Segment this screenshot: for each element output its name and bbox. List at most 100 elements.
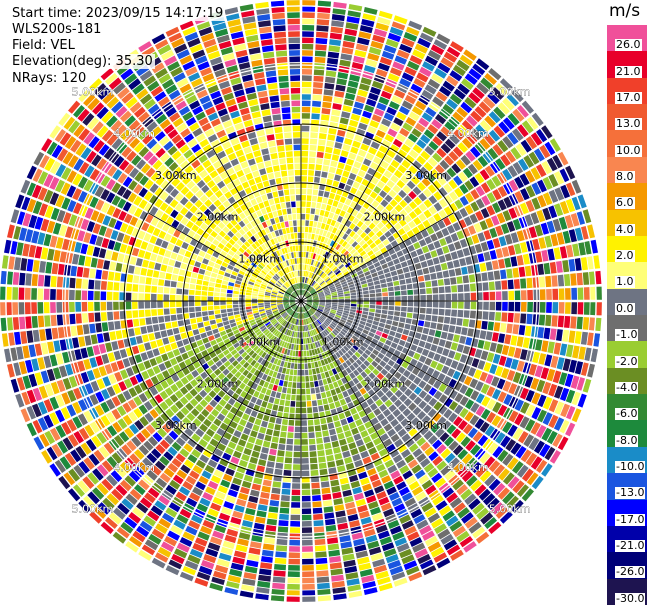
velocity-gate — [363, 235, 371, 242]
velocity-gate — [517, 464, 529, 478]
velocity-gate — [70, 449, 82, 463]
velocity-gate — [375, 150, 385, 159]
velocity-gate — [236, 424, 245, 433]
velocity-gate — [194, 537, 208, 547]
velocity-gate — [373, 408, 382, 416]
velocity-gate — [450, 360, 459, 370]
velocity-gate — [506, 370, 516, 381]
velocity-gate — [304, 292, 309, 297]
velocity-gate — [508, 179, 519, 192]
velocity-gate — [302, 332, 305, 338]
velocity-gate — [138, 479, 150, 491]
velocity-gate — [346, 507, 357, 516]
velocity-gate — [398, 255, 406, 263]
velocity-gate — [40, 342, 49, 355]
velocity-gate — [350, 306, 357, 310]
velocity-gate — [491, 87, 505, 100]
velocity-gate — [437, 279, 444, 286]
velocity-gate — [138, 392, 148, 403]
velocity-gate — [82, 324, 90, 335]
velocity-gate — [373, 186, 382, 194]
velocity-gate — [43, 173, 54, 188]
velocity-gate — [331, 291, 337, 295]
velocity-gate — [291, 331, 295, 337]
velocity-gate — [176, 340, 184, 348]
velocity-gate — [34, 372, 44, 386]
velocity-gate — [319, 332, 325, 339]
velocity-gate — [303, 283, 305, 289]
velocity-gate — [162, 257, 170, 265]
velocity-gate — [382, 239, 390, 246]
velocity-gate — [258, 274, 265, 279]
velocity-gate — [410, 508, 423, 519]
velocity-gate — [462, 275, 469, 284]
velocity-gate — [421, 415, 431, 425]
velocity-gate — [470, 390, 480, 401]
velocity-gate — [357, 247, 364, 254]
velocity-gate — [344, 303, 351, 306]
velocity-gate — [345, 228, 352, 235]
velocity-gate — [302, 69, 313, 75]
velocity-gate — [480, 182, 491, 194]
velocity-gate — [297, 313, 299, 319]
velocity-gate — [441, 365, 450, 375]
velocity-gate — [56, 379, 66, 393]
velocity-gate — [133, 449, 145, 460]
velocity-gate — [106, 474, 118, 487]
velocity-gate — [236, 498, 247, 507]
velocity-gate — [187, 438, 197, 448]
velocity-gate — [205, 486, 216, 496]
velocity-gate — [254, 354, 261, 362]
velocity-gate — [434, 264, 442, 272]
velocity-gate — [303, 306, 307, 312]
velocity-gate — [316, 158, 323, 165]
velocity-gate — [43, 302, 50, 314]
velocity-gate — [113, 241, 122, 252]
velocity-gate — [322, 493, 332, 501]
velocity-gate — [416, 346, 424, 354]
velocity-gate — [273, 275, 279, 280]
velocity-gate — [55, 237, 64, 249]
velocity-gate — [507, 245, 516, 256]
velocity-gate — [474, 172, 485, 184]
velocity-gate — [477, 253, 485, 263]
velocity-gate — [332, 299, 338, 301]
velocity-gate — [368, 380, 376, 388]
velocity-gate — [430, 44, 445, 56]
velocity-gate — [182, 566, 197, 576]
velocity-gate — [66, 404, 77, 417]
velocity-gate — [151, 557, 166, 569]
velocity-gate — [355, 267, 362, 273]
velocity-gate — [1, 255, 9, 269]
velocity-gate — [505, 150, 517, 163]
velocity-gate — [367, 315, 374, 320]
velocity-gate — [271, 436, 279, 443]
velocity-gate — [552, 154, 564, 169]
velocity-gate — [169, 236, 178, 245]
velocity-gate — [125, 292, 132, 301]
velocity-gate — [329, 312, 336, 316]
velocity-gate — [306, 299, 313, 301]
velocity-gate — [378, 123, 389, 133]
velocity-gate — [345, 220, 352, 228]
velocity-gate — [358, 562, 372, 571]
velocity-gate — [185, 402, 194, 412]
velocity-gate — [464, 387, 474, 398]
velocity-gate — [404, 525, 417, 536]
velocity-gate — [83, 179, 94, 192]
velocity-gate — [113, 292, 119, 301]
velocity-gate — [245, 421, 254, 430]
velocity-gate — [373, 280, 380, 285]
velocity-gate — [448, 151, 459, 162]
velocity-gate — [72, 401, 82, 414]
velocity-gate — [428, 451, 439, 462]
velocity-gate — [331, 321, 337, 327]
velocity-gate — [157, 546, 172, 558]
velocity-gate — [202, 492, 214, 501]
velocity-gate — [44, 383, 54, 397]
velocity-gate — [210, 339, 217, 346]
velocity-gate — [282, 419, 288, 426]
velocity-gate — [302, 6, 316, 12]
velocity-gate — [491, 175, 502, 187]
velocity-gate — [317, 308, 323, 312]
